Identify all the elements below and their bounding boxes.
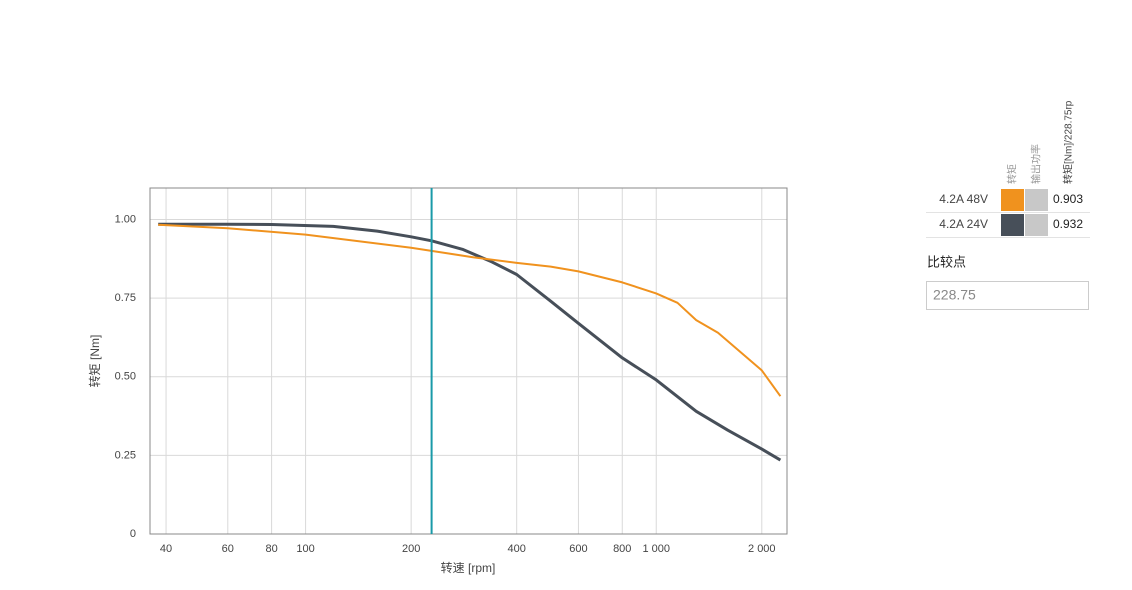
legend-swatch-power [1025, 189, 1048, 211]
y-tick-label: 1.00 [115, 213, 136, 225]
x-tick-label: 200 [402, 543, 420, 555]
compare-label: 比较点 [927, 254, 966, 269]
x-tick-label: 2 000 [748, 543, 776, 555]
legend-header: 转矩[Nm]/228.75rp [1062, 100, 1075, 184]
y-tick-label: 0 [130, 528, 136, 540]
legend-header: 输出功率 [1030, 144, 1043, 184]
x-tick-label: 40 [160, 543, 172, 555]
legend-readout: 0.932 [1053, 217, 1083, 231]
series-line [158, 222, 782, 462]
compare-input[interactable] [926, 281, 1089, 310]
grid [150, 188, 787, 535]
legend-swatch-power [1025, 214, 1048, 236]
x-tick-label: 100 [296, 543, 314, 555]
legend-name: 4.2A 48V [939, 192, 988, 206]
legend-header: 转矩 [1006, 164, 1019, 184]
x-tick-label: 60 [222, 543, 234, 555]
y-axis-label: 转矩 [Nm] [87, 335, 102, 388]
series-line [158, 223, 782, 397]
legend-swatch [1001, 214, 1024, 236]
plot-frame [149, 187, 788, 535]
legend-name: 4.2A 24V [939, 217, 988, 231]
legend-swatch [1001, 189, 1024, 211]
x-tick-label: 400 [508, 543, 526, 555]
x-tick-label: 80 [265, 543, 277, 555]
legend-readout: 0.903 [1053, 192, 1083, 206]
x-axis-label: 转速 [rpm] [441, 560, 496, 575]
x-tick-label: 800 [613, 543, 631, 555]
y-tick-label: 0.25 [115, 449, 136, 461]
x-tick-label: 1 000 [642, 543, 670, 555]
y-tick-label: 0.75 [115, 292, 136, 304]
y-tick-label: 0.50 [115, 371, 136, 383]
x-tick-label: 600 [569, 543, 587, 555]
compare-input-value: 228.75 [933, 287, 976, 303]
